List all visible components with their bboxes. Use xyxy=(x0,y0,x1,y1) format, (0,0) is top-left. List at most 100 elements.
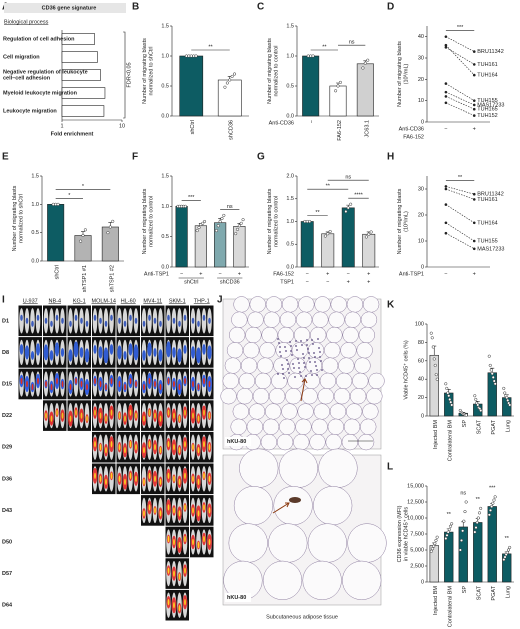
y-tick-label: 0.0 xyxy=(286,264,294,270)
data-point xyxy=(435,535,439,539)
cell-line-label: MV4-11 xyxy=(143,298,162,304)
category-label: Regulation of cell adhesion xyxy=(3,36,75,42)
adipocyte xyxy=(314,296,331,313)
category-label: PGAT xyxy=(491,585,497,600)
adipocyte xyxy=(302,560,342,601)
x-row-value: + xyxy=(199,271,202,277)
data-point xyxy=(241,218,245,222)
data-point xyxy=(429,331,433,335)
signal-core xyxy=(173,538,175,546)
nucleus xyxy=(288,372,290,374)
signal-core xyxy=(135,380,137,388)
data-point xyxy=(463,510,467,514)
nucleus xyxy=(284,346,286,348)
y-tick-label: 20 xyxy=(418,212,424,218)
signal-core xyxy=(192,538,194,546)
signal-core xyxy=(197,541,200,549)
data-point xyxy=(334,89,338,93)
data-point xyxy=(489,368,493,372)
signal-core xyxy=(173,570,175,577)
adipocyte xyxy=(291,342,309,359)
data-point xyxy=(233,72,237,76)
nucleus xyxy=(311,339,313,341)
nucleus xyxy=(297,358,299,360)
adipocyte xyxy=(279,418,296,435)
data-point xyxy=(492,379,496,383)
y-tick-label: 0.5 xyxy=(286,83,294,89)
signal-core xyxy=(118,444,121,451)
signal-core xyxy=(184,504,186,511)
significance-label: ** xyxy=(458,175,463,181)
nucleus xyxy=(317,338,319,340)
y-axis-label: normalized to shCtrl xyxy=(148,47,154,96)
adipocyte xyxy=(226,342,244,359)
signal-core xyxy=(135,475,137,482)
y-tick-label: 2.0 xyxy=(286,173,294,179)
adipocyte xyxy=(357,433,375,451)
significance-label: **** xyxy=(354,193,363,199)
signal-core xyxy=(178,510,181,517)
nucleus xyxy=(286,359,288,361)
bar xyxy=(47,204,65,262)
data-point xyxy=(488,363,492,367)
category-label: cell–cell adhesion xyxy=(3,75,51,81)
signal-core xyxy=(99,444,102,451)
nucleus xyxy=(290,350,292,352)
signal-core xyxy=(69,415,72,422)
data-point xyxy=(476,516,480,520)
x-row-label: FA6-152 xyxy=(403,134,424,140)
adipocyte xyxy=(293,433,310,451)
signal xyxy=(74,314,78,321)
data-point xyxy=(223,85,227,89)
adipocyte xyxy=(257,357,274,374)
signal-core xyxy=(208,538,211,546)
nucleus xyxy=(281,364,283,366)
category-label: Lung xyxy=(506,420,512,432)
category-label: JC63.1 xyxy=(364,120,370,137)
adipocyte xyxy=(233,485,274,526)
category-label: Cell migration xyxy=(3,54,40,60)
data-point xyxy=(344,209,348,214)
adipocyte xyxy=(254,372,272,390)
data-point xyxy=(366,58,370,62)
title-band xyxy=(4,3,126,13)
y-tick-label: 80 xyxy=(418,340,424,346)
bar xyxy=(61,69,101,81)
signal-core xyxy=(105,447,107,454)
y-tick-label: 0.0 xyxy=(161,264,169,270)
day-label: D36 xyxy=(2,476,12,482)
adipocyte xyxy=(346,296,364,313)
nucleus xyxy=(282,368,284,370)
data-point xyxy=(472,247,476,251)
signal xyxy=(153,347,157,357)
adipocyte xyxy=(265,403,282,420)
significance-label: ** xyxy=(447,512,452,518)
data-point xyxy=(235,227,240,231)
y-tick-label: 0.0 xyxy=(31,258,39,264)
signal-core xyxy=(173,444,175,451)
bar xyxy=(321,233,335,268)
x-tick-label: 10 xyxy=(119,123,125,129)
signal xyxy=(99,317,102,324)
signal-core xyxy=(184,409,186,416)
signal-core xyxy=(208,507,211,514)
cell-line-label: THP-1 xyxy=(194,298,210,304)
stain-label-bg xyxy=(225,437,251,446)
data-point xyxy=(367,232,371,236)
y-axis-label: normalized to control xyxy=(273,45,279,96)
adipocyte xyxy=(265,296,283,313)
adipocyte xyxy=(352,372,369,390)
signal xyxy=(49,350,54,361)
signal-core xyxy=(197,478,200,485)
adipocyte xyxy=(260,433,278,451)
nucleus xyxy=(279,351,281,353)
nucleus xyxy=(306,339,308,341)
y-tick-label: 10 xyxy=(418,238,424,244)
nucleus xyxy=(315,365,317,367)
y-axis-label: normalized to shCtrl xyxy=(18,194,24,243)
nucleus xyxy=(311,374,313,376)
data-point xyxy=(472,103,476,107)
signal-core xyxy=(167,504,170,511)
nucleus xyxy=(290,345,292,347)
category-label: shCtrl xyxy=(190,120,196,134)
